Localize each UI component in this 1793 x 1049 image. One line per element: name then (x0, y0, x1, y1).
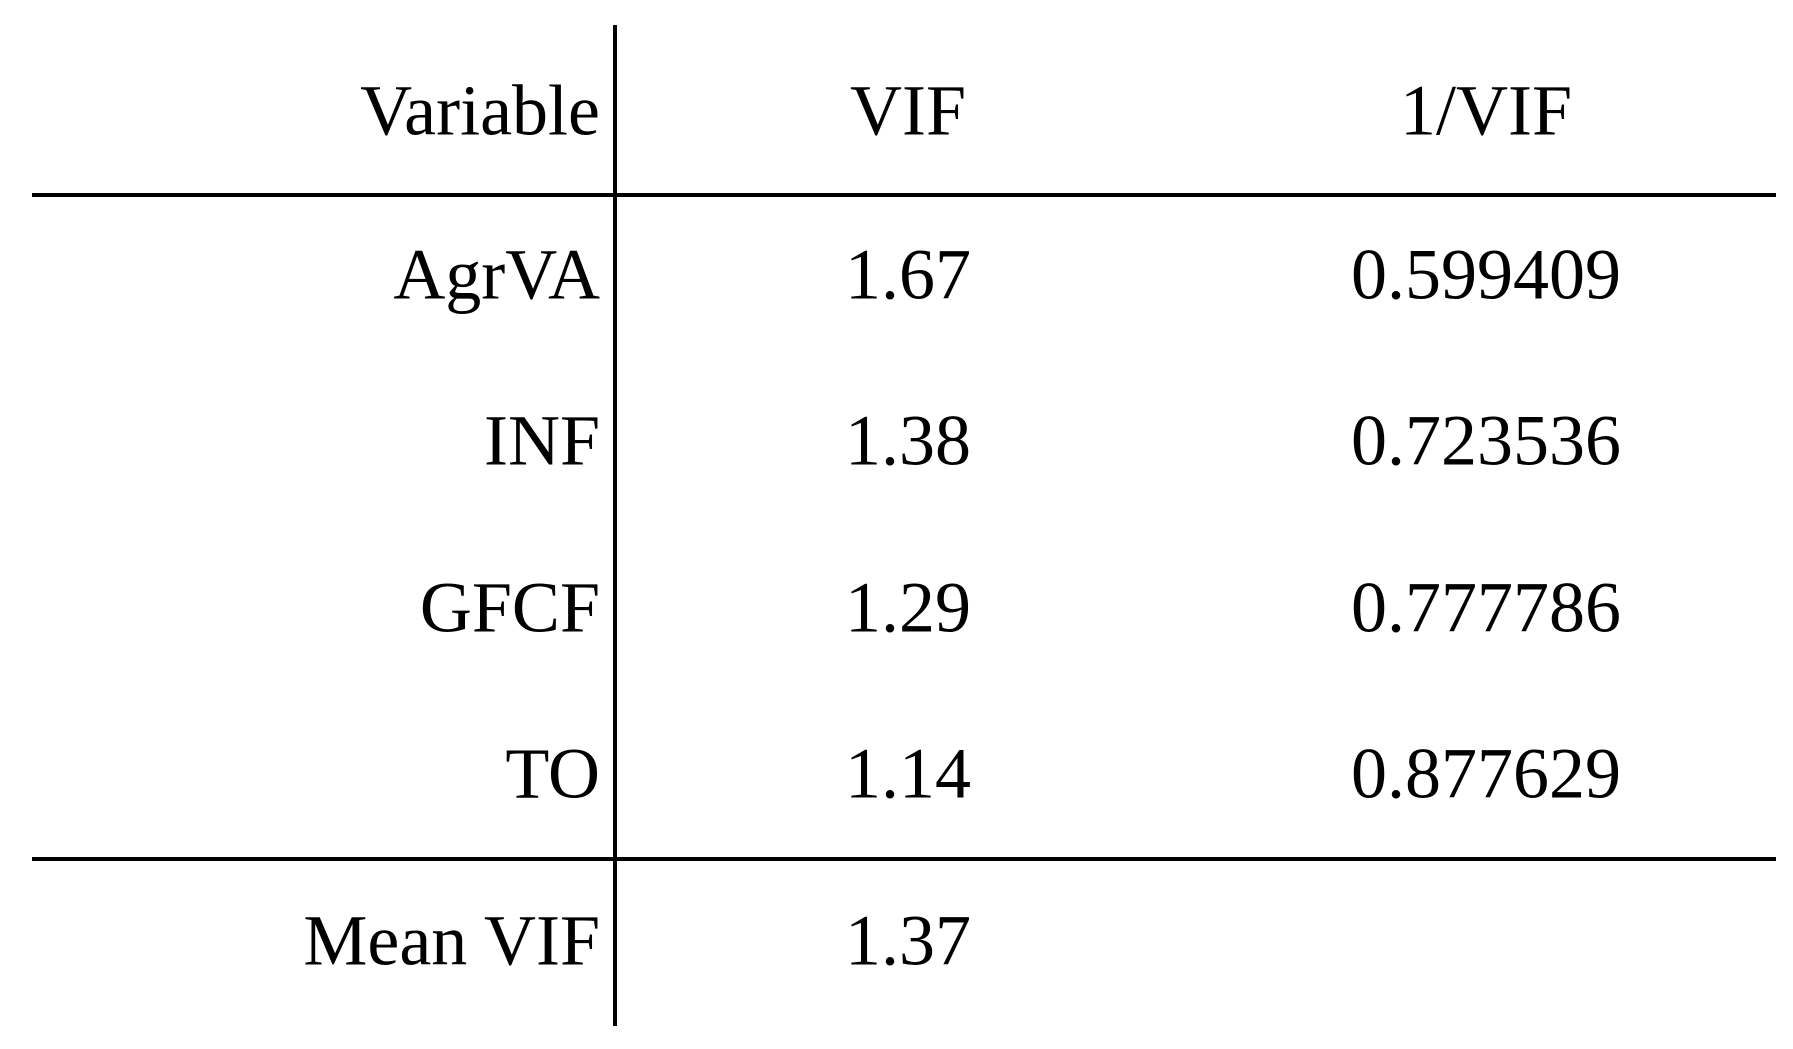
cell: 1.29 (845, 568, 971, 648)
cell: 0.723536 (1351, 401, 1621, 481)
header-cell: 1/VIF (1400, 71, 1572, 151)
row-label: TO (505, 734, 600, 814)
cell: 1.67 (845, 235, 971, 315)
footer-label: Mean VIF (303, 901, 600, 981)
footer-cell: 1.37 (845, 901, 971, 981)
header-cell: Variable (360, 71, 600, 151)
row-label: INF (484, 401, 600, 481)
row-label: AgrVA (393, 235, 600, 315)
cell: 0.777786 (1351, 568, 1621, 648)
cell: 0.599409 (1351, 235, 1621, 315)
cell: 0.877629 (1351, 734, 1621, 814)
cell: 1.38 (845, 401, 971, 481)
row-label: GFCF (420, 568, 600, 648)
header-cell: VIF (850, 71, 966, 151)
cell: 1.14 (845, 734, 971, 814)
